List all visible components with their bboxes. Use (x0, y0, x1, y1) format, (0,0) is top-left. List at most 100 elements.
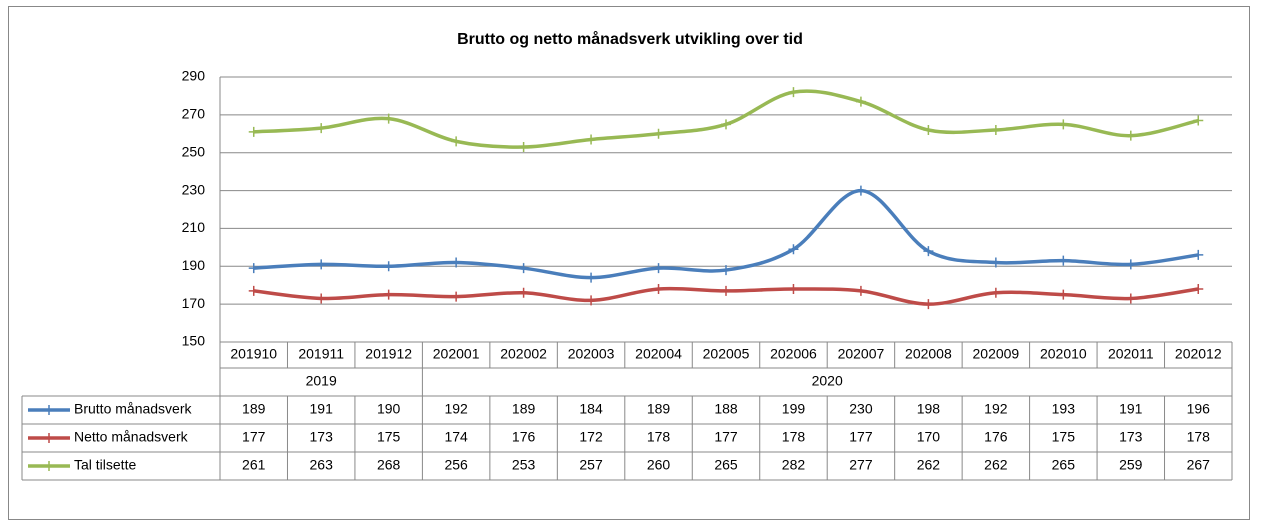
table-value: 176 (512, 429, 536, 445)
point-marker (518, 287, 529, 298)
table-value: 268 (377, 457, 401, 473)
table-value: 265 (1052, 457, 1076, 473)
point-marker (721, 119, 731, 130)
point-marker (586, 272, 597, 283)
y-tick-label: 270 (182, 106, 206, 122)
table-value: 282 (782, 457, 806, 473)
point-marker (248, 263, 259, 274)
table-value: 277 (849, 457, 873, 473)
chart-border (8, 6, 1250, 520)
x-tick-label: 202001 (433, 346, 480, 362)
point-marker (383, 113, 394, 124)
table-value: 173 (1119, 429, 1143, 445)
x-tick-label: 202003 (568, 346, 615, 362)
point-marker (855, 285, 866, 296)
x-tick-label: 202009 (973, 346, 1020, 362)
point-marker (1125, 130, 1136, 141)
legend-marker (44, 405, 54, 415)
x-tick-label: 202006 (770, 346, 817, 362)
point-marker (923, 125, 934, 135)
point-marker (923, 299, 934, 310)
point-marker (653, 263, 664, 274)
point-marker (1058, 255, 1069, 266)
legend-marker (44, 461, 54, 471)
x-tick-label: 201912 (365, 346, 412, 362)
table-value: 170 (917, 429, 941, 445)
point-marker (1058, 289, 1069, 300)
point-marker (316, 293, 327, 304)
y-tick-label: 290 (182, 68, 206, 84)
point-marker (451, 136, 462, 147)
point-marker (451, 291, 462, 302)
table-value: 178 (647, 429, 671, 445)
table-value: 265 (714, 457, 738, 473)
x-tick-label: 202002 (500, 346, 547, 362)
y-tick-label: 170 (182, 295, 206, 311)
table-value: 261 (242, 457, 266, 473)
point-marker (1193, 115, 1204, 126)
point-marker (788, 87, 799, 98)
table-value: 262 (917, 457, 941, 473)
x-group-label: 2019 (306, 373, 337, 389)
x-tick-label: 202010 (1040, 346, 1087, 362)
point-marker (990, 257, 1001, 268)
point-marker (1125, 293, 1136, 304)
table-value: 191 (310, 401, 334, 417)
table-value: 198 (917, 401, 941, 417)
point-marker (990, 287, 1001, 298)
table-value: 192 (444, 401, 468, 417)
y-tick-label: 230 (182, 181, 206, 197)
point-marker (855, 185, 866, 196)
x-tick-label: 202005 (703, 346, 750, 362)
table-value: 259 (1119, 457, 1143, 473)
y-tick-label: 190 (182, 257, 206, 273)
table-value: 260 (647, 457, 671, 473)
table-value: 173 (310, 429, 334, 445)
table-value: 193 (1052, 401, 1076, 417)
table-value: 262 (984, 457, 1008, 473)
point-marker (1058, 119, 1069, 130)
point-marker (451, 257, 462, 268)
table-value: 189 (647, 401, 671, 417)
point-marker (721, 285, 731, 296)
table-value: 199 (782, 401, 806, 417)
point-marker (990, 125, 1001, 135)
table-value: 263 (310, 457, 334, 473)
point-marker (518, 263, 529, 274)
point-marker (788, 244, 799, 255)
table-value: 177 (714, 429, 738, 445)
table-value: 177 (242, 429, 266, 445)
legend-label: Tal tilsette (74, 457, 136, 473)
table-value: 267 (1187, 457, 1211, 473)
y-tick-label: 250 (182, 143, 206, 159)
point-marker (248, 285, 259, 296)
x-tick-label: 201910 (230, 346, 277, 362)
x-tick-label: 202007 (838, 346, 885, 362)
point-marker (1193, 284, 1204, 294)
x-tick-label: 202011 (1108, 346, 1154, 362)
legend-marker (44, 433, 54, 443)
table-value: 175 (1052, 429, 1076, 445)
table-value: 175 (377, 429, 401, 445)
table-value: 188 (714, 401, 738, 417)
table-value: 256 (444, 457, 468, 473)
x-tick-label: 201911 (298, 346, 344, 362)
x-group-label: 2020 (812, 373, 843, 389)
y-tick-label: 150 (182, 333, 206, 349)
table-value: 178 (782, 429, 806, 445)
point-marker (586, 134, 597, 145)
point-marker (653, 284, 664, 294)
x-tick-label: 202008 (905, 346, 952, 362)
table-value: 191 (1119, 401, 1143, 417)
table-value: 176 (984, 429, 1008, 445)
table-value: 257 (579, 457, 603, 473)
table-value: 172 (579, 429, 603, 445)
point-marker (855, 96, 866, 107)
table-value: 190 (377, 401, 401, 417)
chart-title: Brutto og netto månadsverk utvikling ove… (457, 30, 803, 48)
table-value: 189 (512, 401, 536, 417)
point-marker (1193, 249, 1204, 260)
point-marker (316, 259, 327, 270)
